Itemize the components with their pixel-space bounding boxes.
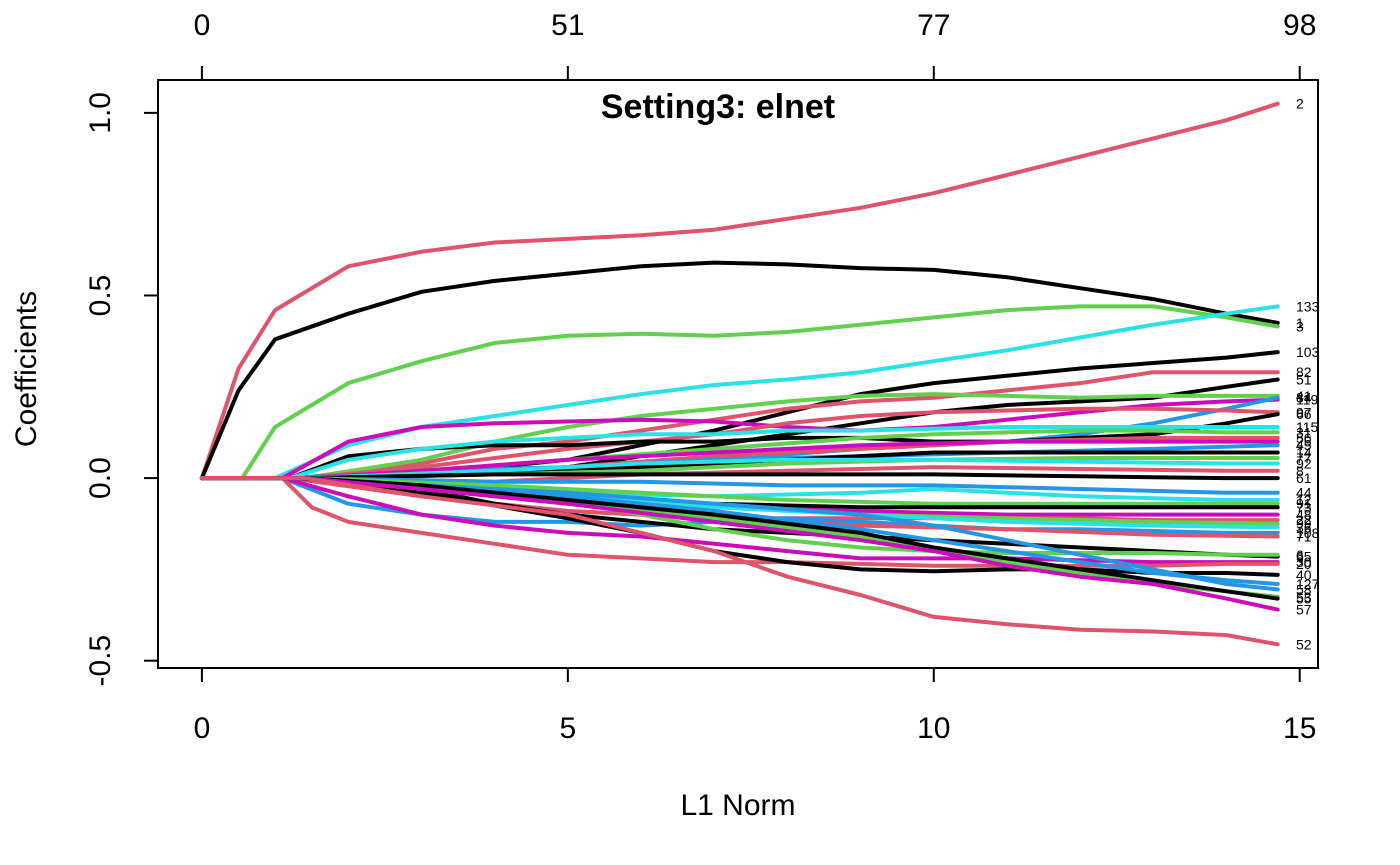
y-tick-label: 0.0 xyxy=(84,457,117,499)
series-line-61 xyxy=(199,472,1280,481)
series-line-3 xyxy=(199,304,1280,481)
y-axis: -0.5 0.0 0.5 1.0 xyxy=(84,92,158,687)
series-end-label-82: 82 xyxy=(1296,364,1312,380)
series-end-label-44: 44 xyxy=(1296,485,1312,501)
series-line-97 xyxy=(199,406,1280,481)
series-end-label-66: 66 xyxy=(1296,406,1312,422)
series-line-55 xyxy=(199,476,1280,601)
series-end-label-97: 97 xyxy=(1296,404,1312,420)
series-line-2 xyxy=(199,101,1280,481)
series-end-label-58: 58 xyxy=(1296,581,1312,597)
series-lines xyxy=(199,101,1280,647)
series-end-label-31: 31 xyxy=(1296,424,1312,440)
series-end-label-99: 99 xyxy=(1296,516,1312,532)
series-end-label-91: 91 xyxy=(1296,496,1312,512)
series-end-label-73: 73 xyxy=(1296,499,1312,515)
series-end-label-71: 71 xyxy=(1296,529,1312,545)
series-end-label-41: 41 xyxy=(1296,388,1312,404)
series-end-label-36: 36 xyxy=(1296,519,1312,535)
series-line-52 xyxy=(199,476,1280,647)
series-end-label-77: 77 xyxy=(1296,450,1312,466)
series-end-label-12: 12 xyxy=(1296,492,1312,508)
series-end-label-57: 57 xyxy=(1296,602,1312,618)
series-end-label-25: 25 xyxy=(1296,434,1312,450)
x-tick-label: 5 xyxy=(559,712,576,745)
series-end-label-52: 52 xyxy=(1296,636,1312,652)
series-end-label-20: 20 xyxy=(1296,556,1312,572)
y-axis-title: Coefficients xyxy=(10,291,43,447)
series-end-label-6: 6 xyxy=(1296,547,1304,563)
top-tick-label: 0 xyxy=(194,9,211,42)
series-end-label-133: 133 xyxy=(1296,298,1320,314)
series-end-label-8: 8 xyxy=(1296,463,1304,479)
series-end-label-55: 55 xyxy=(1296,591,1312,607)
chart-title: Setting3: elnet xyxy=(601,88,835,126)
series-end-label-14: 14 xyxy=(1296,445,1312,461)
series-end-label-53: 53 xyxy=(1296,589,1312,605)
series-end-label-103: 103 xyxy=(1296,344,1320,360)
top-tick-label: 51 xyxy=(551,9,584,42)
x-tick-label: 15 xyxy=(1283,712,1316,745)
series-line-1 xyxy=(199,260,1280,481)
series-end-label-61: 61 xyxy=(1296,470,1312,486)
x-tick-label: 0 xyxy=(194,712,211,745)
series-end-labels: 2131331038251411198497661153156254514779… xyxy=(1296,96,1320,653)
series-end-label-119: 119 xyxy=(1296,392,1319,408)
series-end-label-45: 45 xyxy=(1296,437,1312,453)
top-tick-label: 98 xyxy=(1283,9,1316,42)
series-end-label-30: 30 xyxy=(1296,554,1312,570)
y-tick-label: -0.5 xyxy=(84,635,117,687)
x-axis-title: L1 Norm xyxy=(680,789,795,822)
series-end-label-40: 40 xyxy=(1296,567,1312,583)
series-line-41 xyxy=(199,392,1280,481)
series-end-label-115: 115 xyxy=(1296,419,1319,435)
top-tick-label: 77 xyxy=(917,9,950,42)
series-end-label-127: 127 xyxy=(1296,576,1320,592)
series-end-label-51: 51 xyxy=(1296,371,1312,387)
x-tick-label: 10 xyxy=(917,712,950,745)
plot-frame xyxy=(157,79,1319,669)
series-end-label-65: 65 xyxy=(1296,549,1312,565)
y-tick-label: 0.5 xyxy=(84,275,117,317)
series-end-label-48: 48 xyxy=(1296,507,1312,523)
y-tick-label: 1.0 xyxy=(84,92,117,134)
series-end-label-1: 1 xyxy=(1296,315,1304,331)
series-end-label-84: 84 xyxy=(1296,390,1312,406)
series-line-82 xyxy=(199,370,1280,481)
series-end-label-22: 22 xyxy=(1296,512,1312,528)
series-end-label-92: 92 xyxy=(1296,455,1312,471)
x-axis-top: 0 51 77 98 xyxy=(194,9,1316,80)
series-end-label-108: 108 xyxy=(1296,525,1320,541)
x-axis-bottom: 0 5 10 15 xyxy=(194,668,1316,745)
series-end-label-56: 56 xyxy=(1296,430,1312,446)
series-line-115 xyxy=(199,425,1280,481)
series-end-label-2: 2 xyxy=(1296,96,1304,112)
series-line-57 xyxy=(199,476,1280,612)
series-end-label-3: 3 xyxy=(1296,319,1304,335)
